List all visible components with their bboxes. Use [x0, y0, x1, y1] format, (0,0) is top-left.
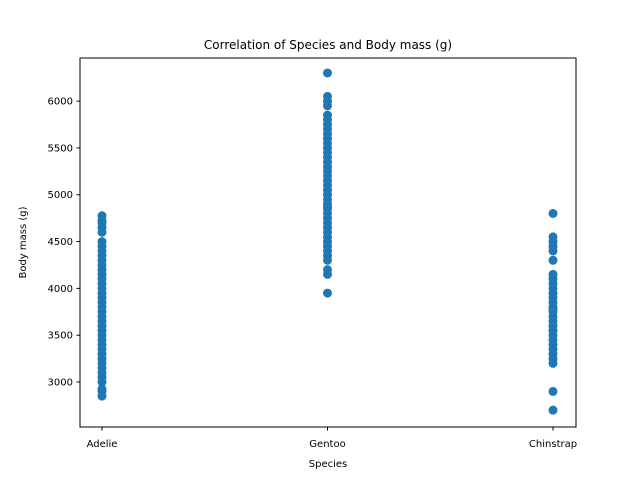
- data-point-gentoo: [323, 110, 332, 120]
- data-point-chinstrap: [548, 208, 558, 218]
- y-axis-ticks: 3000 3500 4000 4500 5000 5500 6000: [48, 97, 80, 389]
- data-point-gentoo: [323, 91, 332, 101]
- data-point-chinstrap: [548, 405, 558, 415]
- y-tick-label: 3000: [48, 378, 73, 389]
- data-point-chinstrap: [548, 269, 558, 279]
- data-point-chinstrap: [548, 232, 558, 242]
- data-point-gentoo: [323, 288, 332, 298]
- data-point-chinstrap: [548, 386, 558, 396]
- y-tick-label: 4500: [48, 237, 73, 248]
- data-point-adelie: [97, 211, 107, 221]
- data-points: [97, 68, 558, 415]
- x-axis-label: Species: [309, 459, 348, 470]
- y-tick-label: 5500: [48, 143, 73, 154]
- y-tick-label: 3500: [48, 331, 73, 342]
- y-tick-label: 4000: [48, 284, 73, 295]
- data-point-gentoo: [323, 265, 332, 275]
- y-tick-label: 5000: [48, 190, 73, 201]
- data-point-adelie: [97, 237, 107, 247]
- chart-title: Correlation of Species and Body mass (g): [204, 38, 452, 52]
- data-point-gentoo: [323, 68, 332, 78]
- y-tick-label: 6000: [48, 97, 73, 108]
- x-tick-label-chinstrap: Chinstrap: [529, 439, 577, 450]
- x-axis-ticks: Adelie Gentoo Chinstrap: [87, 427, 577, 450]
- y-axis-label: Body mass (g): [18, 206, 29, 278]
- x-tick-label-adelie: Adelie: [87, 439, 118, 450]
- x-tick-label-gentoo: Gentoo: [309, 439, 345, 450]
- data-point-chinstrap: [548, 255, 558, 265]
- data-point-adelie: [97, 384, 107, 394]
